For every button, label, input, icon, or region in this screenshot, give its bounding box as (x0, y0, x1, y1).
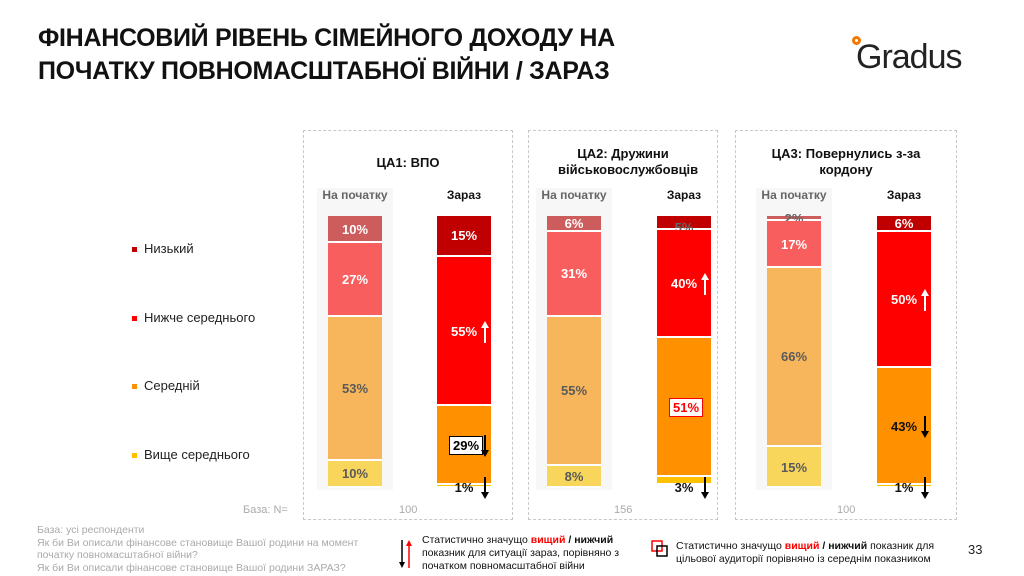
bar-label: Зараз (666, 188, 702, 202)
boxed-value-label: 51% (669, 397, 704, 417)
value-label: 43% (890, 418, 918, 434)
footnote-q1: Як би Ви описали фінансове становище Ваш… (37, 536, 359, 562)
bar-segment (657, 229, 711, 339)
arrow-down-icon (481, 477, 489, 499)
arrow-down-icon (701, 477, 709, 499)
arrow-down-icon (921, 415, 929, 438)
bar-segment (657, 216, 711, 230)
value-label: 1% (454, 480, 474, 495)
title-line-2: ПОЧАТКУ ПОВНОМАСШТАБНОЇ ВІЙНИ / ЗАРАЗ (38, 57, 610, 85)
bar-segment (328, 243, 382, 317)
value-label: 66% (780, 349, 808, 365)
legend-swatch (132, 453, 137, 459)
value-label: 8% (564, 469, 584, 485)
group-title: ЦА2: Дружини військовослужбовців (558, 146, 699, 177)
legend-swatch (132, 247, 137, 253)
arrow-down-icon (921, 477, 929, 499)
box-markers-icon (651, 540, 668, 557)
group-panel (528, 130, 718, 520)
bar-segment (767, 216, 821, 222)
bar-segment (437, 256, 491, 407)
footnote-base: База: усі респонденти (37, 524, 145, 536)
legend-label: Нижче середнього (144, 310, 256, 325)
value-label: 3% (674, 480, 694, 495)
logo: Gradus (856, 38, 962, 76)
bar-label: На початку (541, 188, 607, 202)
bar-segment (767, 267, 821, 448)
group-n: 100 (837, 504, 856, 516)
page-number: 33 (968, 542, 983, 557)
value-label: 31% (560, 266, 588, 282)
arrow-up-icon (701, 273, 709, 295)
up-down-arrows-icon (399, 540, 412, 568)
bar-label: На початку (761, 188, 827, 202)
bar-segment (877, 368, 931, 486)
group-panel (303, 130, 513, 520)
value-label: 55% (560, 383, 588, 399)
value-label: 15% (780, 459, 808, 475)
base-label: База: N= (243, 504, 288, 516)
value-label: 1% (894, 480, 914, 495)
boxed-value-label: 29% (449, 435, 484, 455)
footnote-q2: Як би Ви описали фінансове становище Ваш… (37, 561, 346, 574)
title-line-1: ФІНАНСОВИЙ РІВЕНЬ СІМЕЙНОГО ДОХОДУ НА (38, 24, 615, 52)
legend-label: Середній (144, 378, 200, 393)
value-label: 50% (890, 292, 918, 308)
value-label: 6% (564, 216, 584, 232)
legend-item: Низький (132, 241, 194, 256)
legend-swatch (132, 384, 137, 390)
legend-label: Низький (144, 241, 194, 256)
bar-segment (547, 466, 601, 488)
bar-segment (328, 216, 382, 244)
legend-item: Вище середнього (132, 447, 250, 462)
bar-label: На початку (322, 188, 388, 202)
bar-label: Зараз (886, 188, 922, 202)
value-label: 27% (341, 271, 369, 287)
arrow-up-icon (481, 320, 489, 343)
box-legend-note: Статистично значущо вищий / нижчий показ… (676, 540, 935, 565)
logo-dot-icon (852, 36, 861, 45)
group-n: 100 (399, 504, 418, 516)
bar-segment (767, 447, 821, 488)
arrow-up-icon (921, 289, 929, 312)
bar-segment (767, 221, 821, 268)
legend-swatch (132, 316, 137, 322)
value-label: 55% (450, 323, 478, 339)
bar-segment (877, 216, 931, 233)
value-label: 40% (670, 276, 698, 291)
bar-segment (877, 485, 931, 488)
arrow-legend-note: Статистично значущо вищий / нижчий показ… (422, 534, 620, 572)
legend-item: Нижче середнього (132, 310, 255, 325)
bar-label: Зараз (446, 188, 482, 202)
arrow-down-icon (481, 434, 489, 457)
bar-segment (328, 316, 382, 461)
footnote: База: усі респонденти Як би Ви описали ф… (37, 524, 367, 574)
slide-title: ФІНАНСОВИЙ РІВЕНЬ СІМЕЙНОГО ДОХОДУ НА ПОЧ… (38, 22, 615, 88)
bar-segment (877, 232, 931, 369)
value-label: 10% (341, 221, 369, 237)
value-label: 15% (450, 228, 478, 244)
value-label: 53% (341, 380, 369, 396)
bar-segment (437, 485, 491, 488)
group-n: 156 (614, 504, 633, 516)
bar-segment (547, 316, 601, 467)
bar-segment (547, 216, 601, 233)
group-title: ЦА3: Повернулись з-за кордону (771, 146, 921, 177)
value-label: 10% (341, 466, 369, 482)
bar-segment (437, 216, 491, 257)
value-label: 17% (780, 236, 808, 252)
legend-label: Вище середнього (144, 447, 250, 462)
bar-segment (328, 460, 382, 488)
bar-segment (547, 232, 601, 317)
value-label: 6% (894, 216, 914, 232)
group-panel (735, 130, 957, 520)
group-title: ЦА1: ВПО (376, 155, 440, 170)
legend-item: Середній (132, 378, 200, 393)
bar-segment (657, 477, 711, 486)
